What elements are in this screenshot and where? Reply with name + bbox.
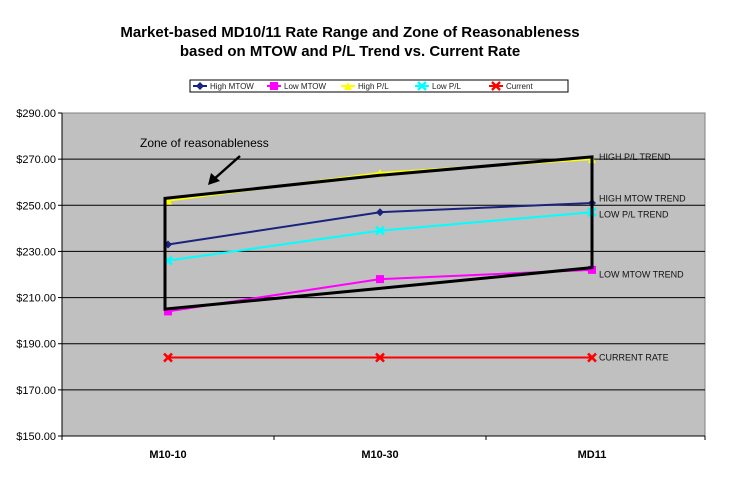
zone-of-reasonableness: Zone of reasonableness (140, 136, 594, 311)
legend-item: Low MTOW (267, 82, 327, 91)
y-tick-label: $170.00 (16, 385, 56, 397)
annotations: HIGH P/L TREND HIGH MTOW TREND LOW P/L TRE… (599, 152, 686, 363)
zone-arrow (212, 155, 241, 181)
data-point (163, 352, 173, 363)
series-current (163, 352, 597, 363)
series-group (163, 155, 597, 363)
legend-label: Low MTOW (284, 82, 327, 91)
y-tick-label: $190.00 (16, 339, 56, 351)
legend-item: High P/L (341, 82, 389, 91)
y-tick-label: $230.00 (16, 246, 56, 258)
data-point (491, 81, 501, 91)
legend-item: Current (489, 81, 533, 91)
data-point (375, 352, 385, 363)
annotation-label: HIGH MTOW TREND (599, 193, 686, 203)
plot-area (61, 112, 706, 437)
chart-title: Market-based MD10/11 Rate Range and Zone… (120, 24, 579, 60)
legend-label: Current (506, 82, 533, 91)
legend-box (189, 79, 569, 93)
legend-item: Low P/L (415, 81, 461, 91)
y-tick-label: $270.00 (16, 154, 56, 166)
y-tick-label: $210.00 (16, 293, 56, 305)
annotation-label: LOW P/L TREND (599, 210, 669, 220)
data-point (588, 265, 596, 274)
chart-title-line-2: based on MTOW and P/L Trend vs. Current … (180, 43, 520, 60)
data-point (344, 82, 352, 90)
zone-arrow-head (208, 173, 220, 185)
legend-item: High MTOW (193, 82, 254, 91)
y-tick-label: $290.00 (16, 108, 56, 120)
zone-label: Zone of reasonableness (140, 136, 269, 150)
annotation-label: CURRENT RATE (599, 353, 669, 363)
chart-title-line-1: Market-based MD10/11 Rate Range and Zone… (120, 24, 579, 41)
gridlines (62, 158, 705, 391)
data-point (196, 82, 204, 90)
legend: High MTOW Low MTOW High P/L Low P/L Current (189, 79, 569, 93)
annotation-label: LOW MTOW TREND (599, 270, 684, 280)
x-tick-label: M10-30 (361, 449, 398, 461)
data-point (376, 208, 384, 217)
data-point (164, 307, 172, 316)
data-point (417, 81, 427, 91)
data-point (270, 82, 278, 90)
data-point (376, 275, 384, 284)
x-tick-label: MD11 (578, 449, 607, 461)
y-tick-label: $150.00 (16, 431, 56, 443)
annotation-label: HIGH P/L TREND (599, 152, 671, 162)
legend-label: High P/L (358, 82, 389, 91)
zone-outline (163, 155, 594, 311)
y-axis: $150.00 $170.00 $190.00 $210.00 $230.00 $250.… (16, 108, 63, 443)
x-axis: M10-10 M10-30 MD11 (61, 435, 706, 461)
data-point (375, 225, 385, 236)
x-tick-label: M10-10 (149, 449, 186, 461)
data-point (587, 352, 597, 363)
legend-label: Low P/L (432, 82, 461, 91)
y-tick-label: $250.00 (16, 200, 56, 212)
legend-label: High MTOW (210, 82, 254, 91)
